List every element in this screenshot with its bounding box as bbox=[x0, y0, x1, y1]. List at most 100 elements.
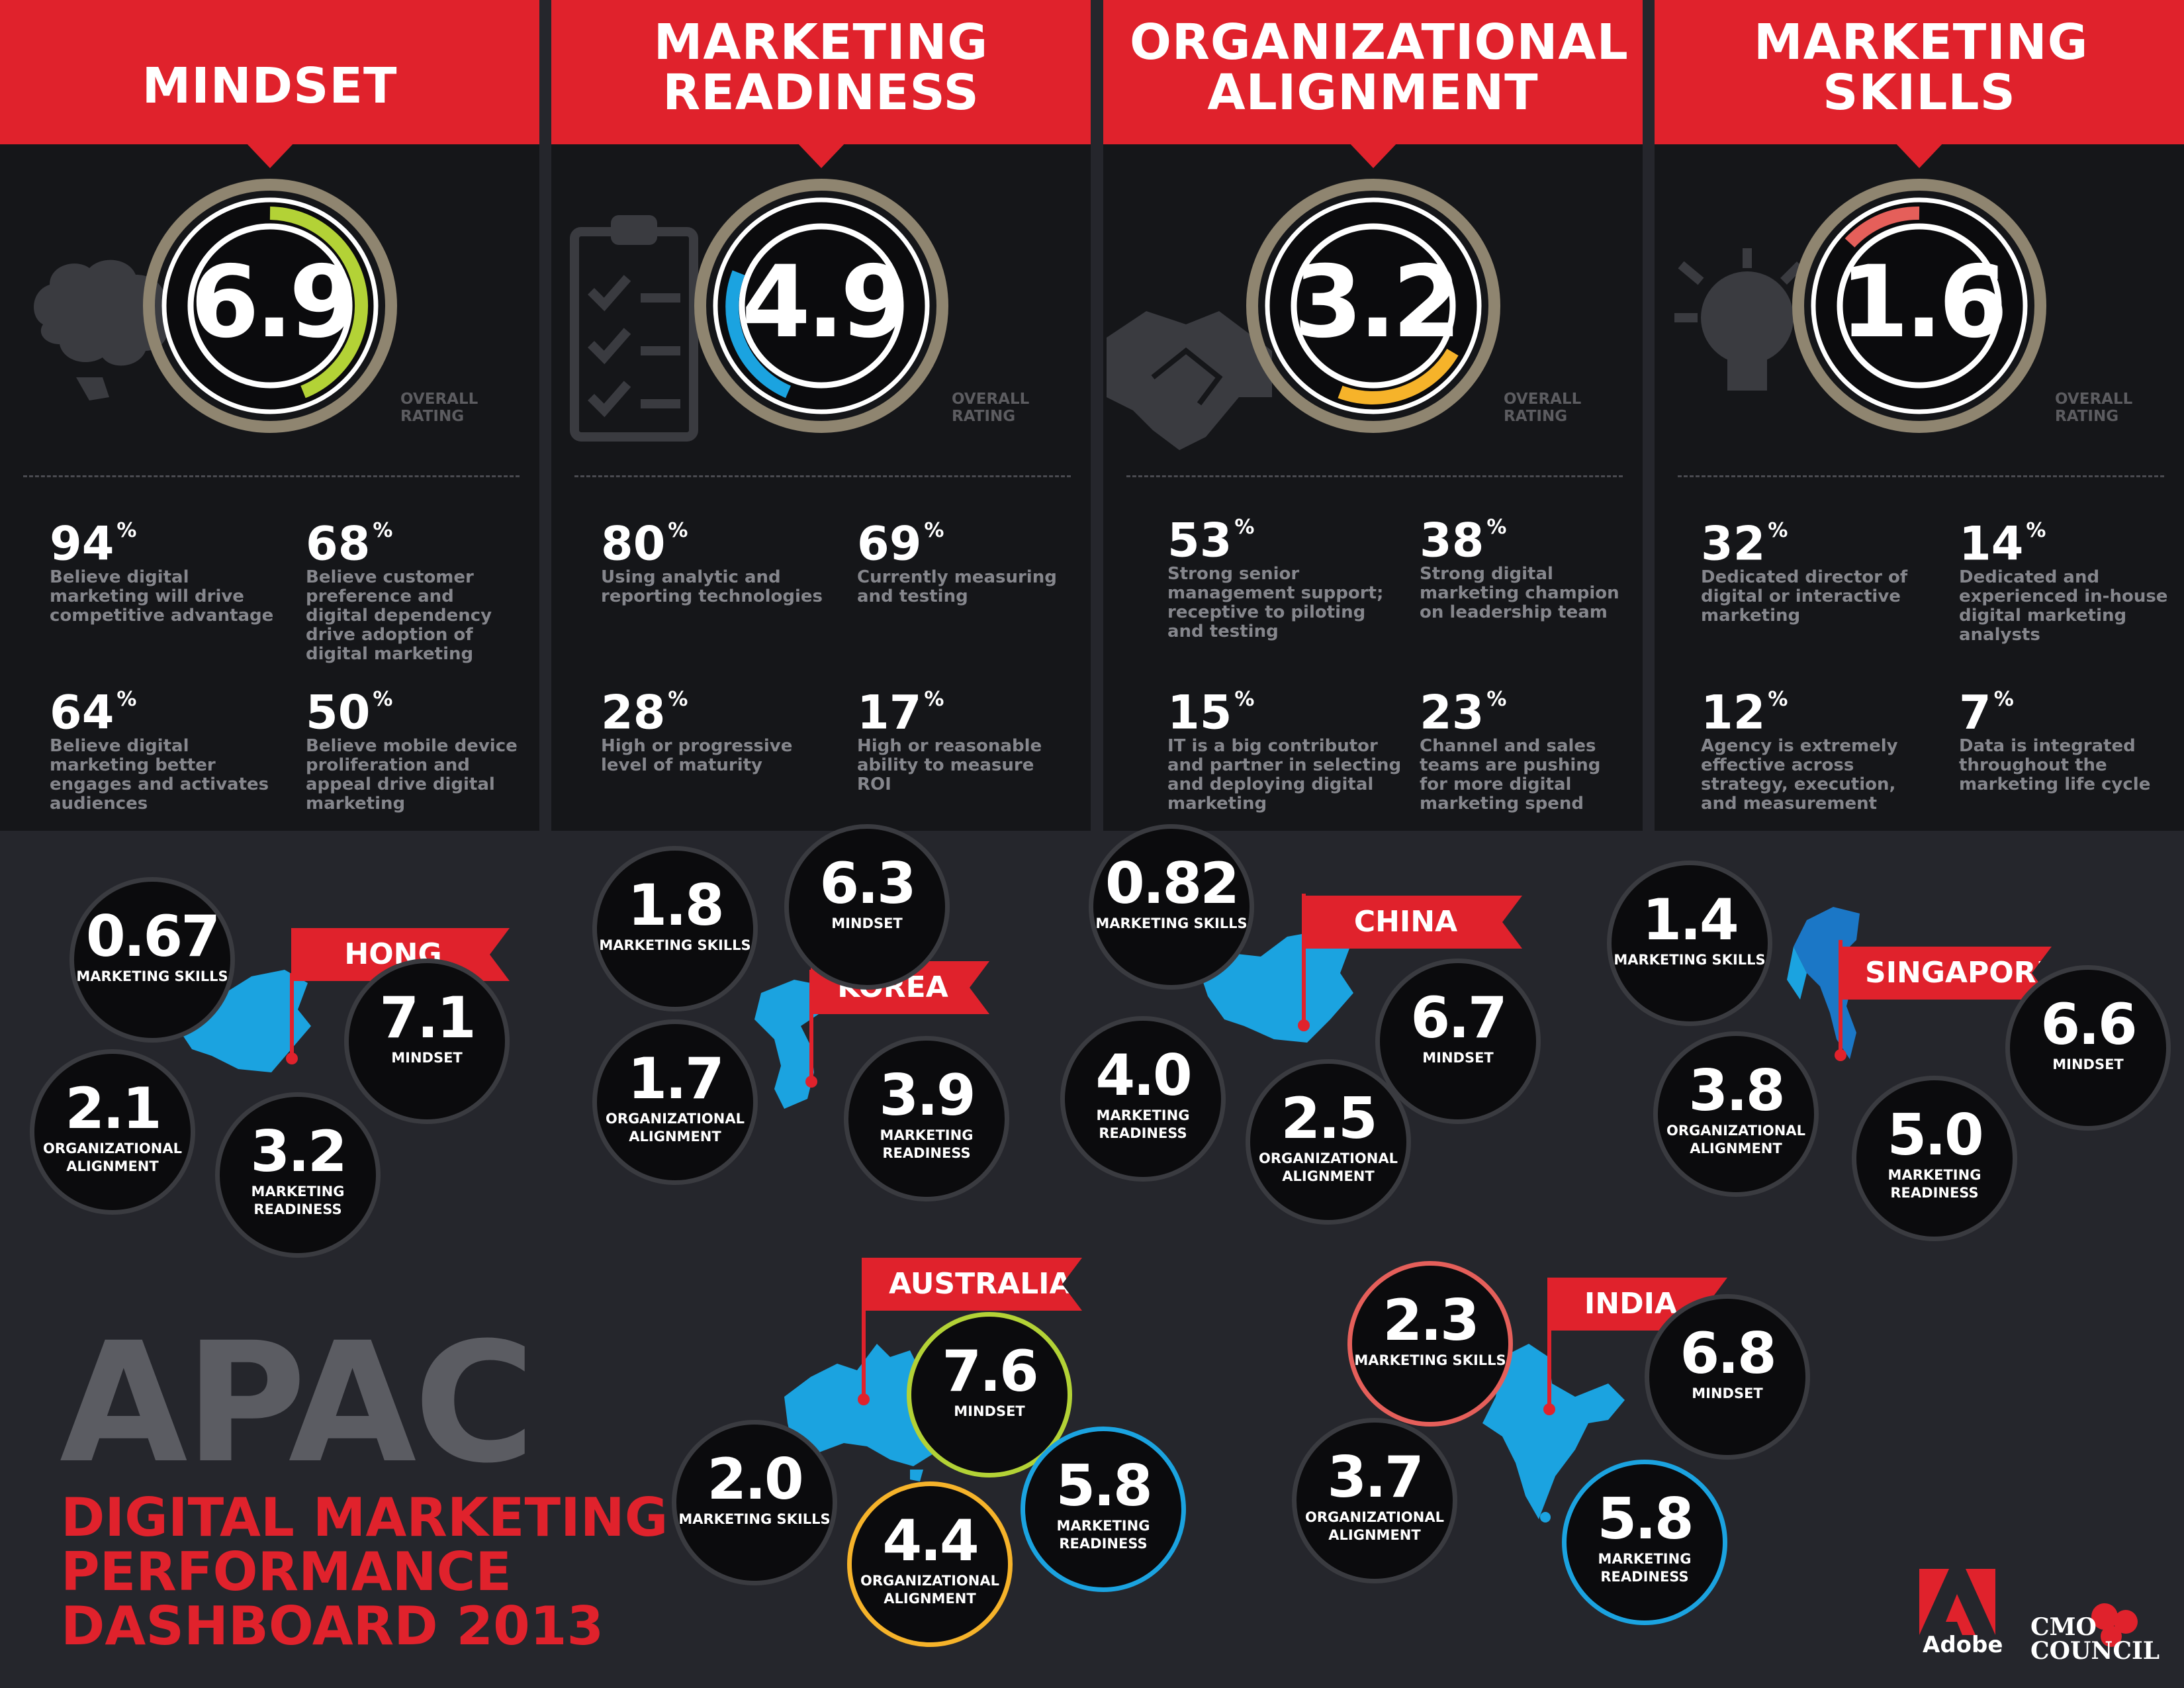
stat-item: 50% Believe mobile device proliferation … bbox=[306, 682, 518, 814]
metric-value: 2.0 bbox=[707, 1446, 803, 1513]
metric-circle: 6.6 MINDSET bbox=[2005, 965, 2171, 1131]
metric-circle: 2.5 ORGANIZATIONAL ALIGNMENT bbox=[1246, 1059, 1411, 1225]
lightbulb-icon bbox=[1674, 248, 1803, 391]
category-header: Marketing Skills bbox=[1655, 0, 2184, 144]
subtitle-line-3: DASHBOARD 2013 bbox=[61, 1595, 604, 1657]
stat-item: 7% Data is integrated throughout the mar… bbox=[1959, 682, 2171, 794]
overall-rating-value: 1.6 bbox=[1840, 245, 2008, 360]
stat-percent: 68 bbox=[306, 516, 371, 571]
stat-description: High or reasonable ability to measure RO… bbox=[857, 736, 1042, 795]
stat-description: Agency is extremely effective across str… bbox=[1701, 736, 1898, 814]
percent-sign: % bbox=[1486, 516, 1507, 539]
category-marketing-skills: Marketing Skills 1.6 OVERALL RATING 32% … bbox=[1655, 0, 2184, 831]
metric-circle: 2.1 ORGANIZATIONAL ALIGNMENT bbox=[30, 1049, 195, 1215]
percent-sign: % bbox=[1993, 688, 2014, 711]
overall-rating-caption: OVERALL RATING bbox=[1504, 391, 1582, 425]
metric-circle: 4.4 ORGANIZATIONAL ALIGNMENT bbox=[847, 1481, 1013, 1647]
stat-description: IT is a big contributor and partner in s… bbox=[1167, 736, 1402, 814]
metric-value: 3.9 bbox=[879, 1062, 976, 1129]
divider bbox=[1678, 475, 2164, 477]
cmo-line-1: CMO bbox=[2030, 1613, 2097, 1641]
stat-item: 64% Believe digital marketing better eng… bbox=[50, 682, 288, 814]
stat-percent: 50 bbox=[306, 685, 371, 740]
metric-value: 3.7 bbox=[1327, 1444, 1424, 1511]
overall-rating-value: 4.9 bbox=[741, 245, 910, 360]
stat-item: 28% High or progressive level of maturit… bbox=[601, 682, 839, 775]
percent-sign: % bbox=[924, 688, 944, 711]
metric-label: ORGANIZATIONAL ALIGNMENT bbox=[1259, 1150, 1398, 1184]
category-title: Mindset bbox=[142, 58, 398, 115]
australia-map-icon bbox=[784, 1344, 950, 1481]
stat-percent: 38 bbox=[1420, 513, 1484, 568]
metric-value: 6.7 bbox=[1410, 985, 1507, 1051]
stat-description: Dedicated director of digital or interac… bbox=[1701, 567, 1908, 626]
stat-description: Believe digital marketing better engages… bbox=[50, 736, 269, 814]
stat-item: 53% Strong senior management support; re… bbox=[1167, 510, 1406, 641]
header-pointer bbox=[1894, 142, 1944, 168]
metric-label: MINDSET bbox=[1692, 1385, 1763, 1401]
metric-circle: 2.3 MARKETING SKILLS bbox=[1347, 1261, 1513, 1427]
metric-label: ORGANIZATIONAL ALIGNMENT bbox=[43, 1141, 182, 1174]
metric-label: ORGANIZATIONAL ALIGNMENT bbox=[1666, 1123, 1805, 1156]
header-pointer bbox=[796, 142, 846, 168]
metric-value: 7.6 bbox=[942, 1338, 1038, 1405]
metric-value: 4.0 bbox=[1095, 1043, 1192, 1109]
metric-circle: 4.0 MARKETING READINESS bbox=[1060, 1016, 1226, 1182]
percent-sign: % bbox=[1234, 688, 1255, 711]
country-flag-label: China bbox=[1304, 896, 1522, 949]
metric-label: MARKETING READINESS bbox=[880, 1127, 974, 1161]
metric-value: 5.8 bbox=[1597, 1486, 1694, 1552]
category-title: Marketing Skills bbox=[1754, 14, 2089, 121]
rating-gauge bbox=[1792, 179, 2046, 433]
adobe-wordmark: Adobe bbox=[1923, 1632, 2003, 1658]
metric-value: 4.4 bbox=[882, 1508, 979, 1574]
header-pointer bbox=[1347, 142, 1398, 168]
clipboard-checklist-icon bbox=[570, 215, 698, 442]
metric-value: 1.7 bbox=[627, 1046, 724, 1112]
stat-percent: 12 bbox=[1701, 685, 1766, 740]
brain-icon bbox=[34, 259, 169, 400]
cmo-line-2: COUNCIL bbox=[2030, 1637, 2160, 1665]
stat-percent: 32 bbox=[1701, 516, 1766, 571]
cmo-council-wordmark: CMO COUNCIL bbox=[2030, 1615, 2160, 1663]
stat-item: 68% Believe customer preference and digi… bbox=[306, 513, 518, 664]
stat-item: 94% Believe digital marketing will drive… bbox=[50, 513, 288, 626]
metric-label: ORGANIZATIONAL ALIGNMENT bbox=[860, 1573, 999, 1607]
stat-description: Currently measuring and testing bbox=[857, 567, 1057, 607]
percent-sign: % bbox=[1234, 516, 1255, 539]
metric-value: 5.0 bbox=[1887, 1102, 1983, 1168]
metric-circle: 3.9 MARKETING READINESS bbox=[844, 1036, 1009, 1201]
metric-circle: 2.0 MARKETING SKILLS bbox=[672, 1420, 837, 1585]
india-map-icon bbox=[1482, 1344, 1625, 1523]
metric-circle: 5.0 MARKETING READINESS bbox=[1852, 1076, 2017, 1241]
percent-sign: % bbox=[1486, 688, 1507, 711]
overall-rating-caption: OVERALL RATING bbox=[400, 391, 478, 425]
flag-pole bbox=[862, 1258, 866, 1400]
stat-percent: 69 bbox=[857, 516, 922, 571]
overall-rating-value: 3.2 bbox=[1293, 245, 1462, 360]
metric-circle: 1.7 ORGANIZATIONAL ALIGNMENT bbox=[592, 1019, 758, 1185]
rating-gauge bbox=[1246, 179, 1500, 433]
stat-percent: 15 bbox=[1167, 685, 1232, 740]
metric-value: 3.8 bbox=[1688, 1058, 1785, 1124]
metric-value: 2.3 bbox=[1383, 1288, 1479, 1354]
stat-item: 12% Agency is extremely effective across… bbox=[1701, 682, 1919, 814]
stat-item: 23% Channel and sales teams are pushing … bbox=[1420, 682, 1631, 814]
rating-gauge bbox=[694, 179, 948, 433]
metric-label: MARKETING SKILLS bbox=[1354, 1352, 1506, 1368]
metric-value: 7.1 bbox=[379, 985, 476, 1051]
metric-label: MINDSET bbox=[831, 915, 903, 931]
percent-sign: % bbox=[373, 688, 393, 711]
stat-item: 38% Strong digital marketing champion on… bbox=[1420, 510, 1631, 622]
overall-rating-caption: OVERALL RATING bbox=[2055, 391, 2133, 425]
stat-percent: 94 bbox=[50, 516, 114, 571]
percent-sign: % bbox=[116, 519, 137, 542]
percent-sign: % bbox=[1768, 688, 1788, 711]
stat-description: Believe digital marketing will drive com… bbox=[50, 567, 274, 626]
stat-description: Using analytic and reporting technologie… bbox=[601, 567, 823, 607]
metric-circle: 3.2 MARKETING READINESS bbox=[215, 1092, 381, 1258]
metric-value: 6.8 bbox=[1680, 1321, 1776, 1387]
metric-circle: 6.8 MINDSET bbox=[1645, 1294, 1810, 1460]
metric-label: MARKETING SKILLS bbox=[678, 1511, 831, 1527]
flag-pole bbox=[1547, 1278, 1551, 1410]
